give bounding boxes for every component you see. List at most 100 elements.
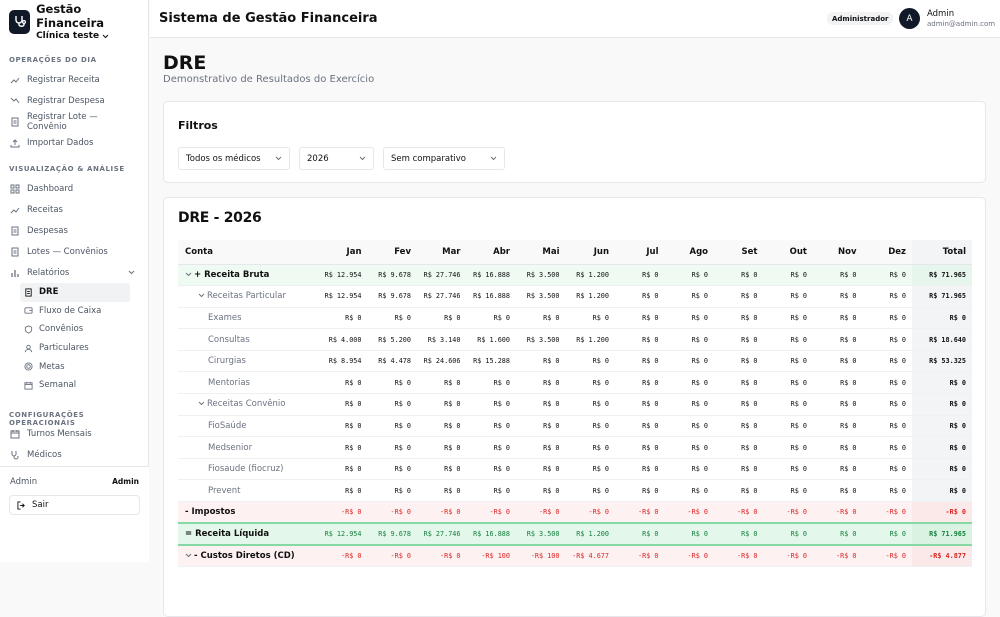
sidebar: Gestão Financeira Clínica teste OPERAÇÕE… xyxy=(0,0,149,562)
calendar-icon xyxy=(24,381,33,390)
value-cell: R$ 1.200 xyxy=(566,286,616,308)
clinic-selector[interactable]: Clínica teste xyxy=(36,30,139,42)
doctor-select[interactable]: Todos os médicos xyxy=(178,147,290,170)
value-cell: R$ 0 xyxy=(764,394,814,416)
chevron-down-icon[interactable] xyxy=(198,291,207,301)
subnav-metas[interactable]: Metas xyxy=(20,357,130,376)
value-cell: R$ 3.500 xyxy=(516,264,566,286)
total-cell: R$ 0 xyxy=(912,372,972,394)
value-cell: R$ 0 xyxy=(368,415,418,437)
nav-receitas[interactable]: Receitas xyxy=(0,199,148,220)
value-cell: -R$ 100 xyxy=(467,545,517,567)
section-title-config: CONFIGURAÇÕES OPERACIONAIS xyxy=(0,411,148,421)
avatar[interactable]: A xyxy=(899,8,920,29)
account-cell: = Receita Líquida xyxy=(178,523,318,545)
nav-despesas[interactable]: Despesas xyxy=(0,220,148,241)
value-cell: R$ 0 xyxy=(714,480,764,502)
subnav-dre[interactable]: DRE xyxy=(20,283,130,302)
subnav-convenios[interactable]: Convênios xyxy=(20,320,130,339)
app-name: Gestão Financeira xyxy=(36,2,139,30)
value-cell: R$ 0 xyxy=(764,480,814,502)
chevron-down-icon[interactable] xyxy=(198,399,207,409)
column-header: Abr xyxy=(467,240,517,264)
nav-relatorios[interactable]: Relatórios xyxy=(0,262,148,283)
value-cell: R$ 0 xyxy=(764,523,814,545)
value-cell: R$ 24.606 xyxy=(417,350,467,372)
doctor-select-value: Todos os médicos xyxy=(186,154,261,164)
value-cell: R$ 0 xyxy=(318,458,368,480)
value-cell: R$ 0 xyxy=(863,480,913,502)
chevron-down-icon[interactable] xyxy=(185,270,194,280)
value-cell: -R$ 0 xyxy=(615,545,665,567)
logout-button[interactable]: Sair xyxy=(9,495,140,515)
value-cell: R$ 0 xyxy=(714,329,764,351)
comparison-select[interactable]: Sem comparativo xyxy=(383,147,505,170)
value-cell: R$ 0 xyxy=(665,437,715,459)
logout-label: Sair xyxy=(32,500,48,510)
value-cell: R$ 0 xyxy=(863,329,913,351)
subnav-fluxo-caixa[interactable]: Fluxo de Caixa xyxy=(20,302,130,321)
column-header: Nov xyxy=(813,240,863,264)
trend-down-icon xyxy=(10,96,20,106)
account-cell: Receitas Particular xyxy=(178,286,318,308)
account-label: Consultas xyxy=(208,335,250,345)
subnav-particulares[interactable]: Particulares xyxy=(20,339,130,358)
value-cell: R$ 0 xyxy=(813,437,863,459)
trend-up-icon xyxy=(10,205,20,215)
chevron-down-icon[interactable] xyxy=(185,551,194,561)
value-cell: -R$ 0 xyxy=(665,545,715,567)
nav-importar-dados[interactable]: Importar Dados xyxy=(0,132,148,153)
value-cell: -R$ 0 xyxy=(516,502,566,524)
chevron-down-icon xyxy=(490,156,497,161)
nav-medicos[interactable]: Médicos xyxy=(0,445,148,466)
value-cell: R$ 1.200 xyxy=(566,523,616,545)
value-cell: R$ 0 xyxy=(665,329,715,351)
value-cell: R$ 0 xyxy=(368,480,418,502)
account-cell: Mentorias xyxy=(178,372,318,394)
value-cell: R$ 0 xyxy=(813,372,863,394)
total-cell: R$ 71.965 xyxy=(912,286,972,308)
account-cell: Receitas Convênio xyxy=(178,394,318,416)
value-cell: R$ 0 xyxy=(764,307,814,329)
total-cell: R$ 71.965 xyxy=(912,523,972,545)
column-header: Total xyxy=(912,240,972,264)
nav-dashboard[interactable]: Dashboard xyxy=(0,178,148,199)
value-cell: R$ 0 xyxy=(714,415,764,437)
account-label: FioSaúde xyxy=(208,421,246,431)
user-email: admin@admin.com xyxy=(927,20,995,28)
user-icon xyxy=(24,344,33,353)
nav-lotes-convenios[interactable]: Lotes — Convênios xyxy=(0,241,148,262)
value-cell: R$ 1.200 xyxy=(566,264,616,286)
upload-icon xyxy=(10,138,20,148)
value-cell: R$ 0 xyxy=(863,415,913,437)
value-cell: R$ 0 xyxy=(566,350,616,372)
value-cell: R$ 0 xyxy=(566,307,616,329)
value-cell: R$ 0 xyxy=(665,286,715,308)
value-cell: R$ 0 xyxy=(318,480,368,502)
value-cell: R$ 0 xyxy=(566,458,616,480)
year-select[interactable]: 2026 xyxy=(299,147,374,170)
value-cell: R$ 0 xyxy=(813,307,863,329)
value-cell: R$ 0 xyxy=(467,307,517,329)
nav-turnos-mensais[interactable]: Turnos Mensais xyxy=(0,424,148,445)
value-cell: R$ 0 xyxy=(813,350,863,372)
value-cell: R$ 15.288 xyxy=(467,350,517,372)
nav-registrar-receita[interactable]: Registrar Receita xyxy=(0,69,148,90)
value-cell: -R$ 100 xyxy=(516,545,566,567)
table-row[interactable]: - Custos Diretos (CD)-R$ 0-R$ 0-R$ 0-R$ … xyxy=(178,545,972,567)
column-header: Dez xyxy=(863,240,913,264)
value-cell: R$ 1.600 xyxy=(467,329,517,351)
value-cell: -R$ 0 xyxy=(566,502,616,524)
subnav-semanal[interactable]: Semanal xyxy=(20,376,130,395)
nav-registrar-despesa[interactable]: Registrar Despesa xyxy=(0,90,148,111)
value-cell: R$ 0 xyxy=(714,307,764,329)
value-cell: R$ 0 xyxy=(863,394,913,416)
nav-registrar-lote[interactable]: Registrar Lote — Convênio xyxy=(0,111,148,132)
value-cell: R$ 0 xyxy=(665,415,715,437)
